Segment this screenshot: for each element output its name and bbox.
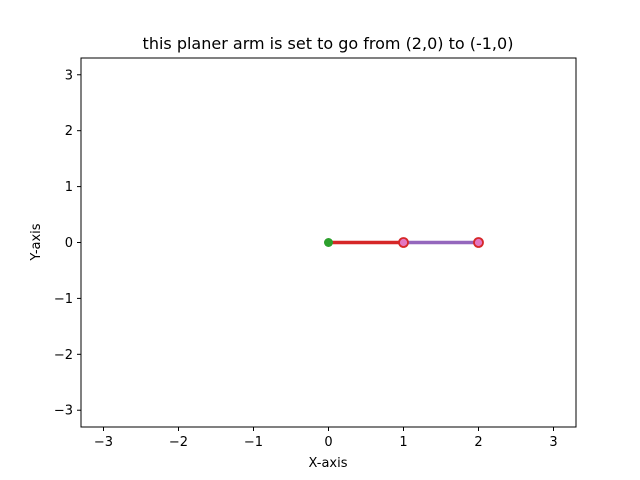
base-joint-marker	[324, 238, 333, 247]
y-tick-label: 0	[65, 236, 73, 251]
y-tick-label: 1	[65, 180, 73, 195]
y-tick-label: −1	[54, 292, 73, 307]
x-axis: −3 −2 −1 0 1 2 3	[94, 427, 558, 450]
plot-area	[324, 237, 484, 248]
x-tick-label: 0	[324, 435, 332, 450]
y-tick-label: 3	[65, 68, 73, 83]
y-tick-label: −3	[54, 404, 73, 419]
x-tick-label: −1	[244, 435, 263, 450]
x-tick-label: −2	[169, 435, 188, 450]
y-tick-label: 2	[65, 124, 73, 139]
y-axis: −3 −2 −1 0 1 2 3	[54, 68, 81, 419]
x-tick-label: 3	[549, 435, 557, 450]
elbow-joint-marker	[398, 237, 409, 248]
y-tick-label: −2	[54, 348, 73, 363]
x-tick-label: 2	[474, 435, 482, 450]
x-tick-label: −3	[94, 435, 113, 450]
end-effector-marker	[473, 237, 484, 248]
x-tick-label: 1	[399, 435, 407, 450]
chart-title: this planer arm is set to go from (2,0) …	[143, 34, 514, 53]
y-axis-label: Y-axis	[29, 223, 44, 261]
x-axis-label: X-axis	[309, 456, 348, 471]
